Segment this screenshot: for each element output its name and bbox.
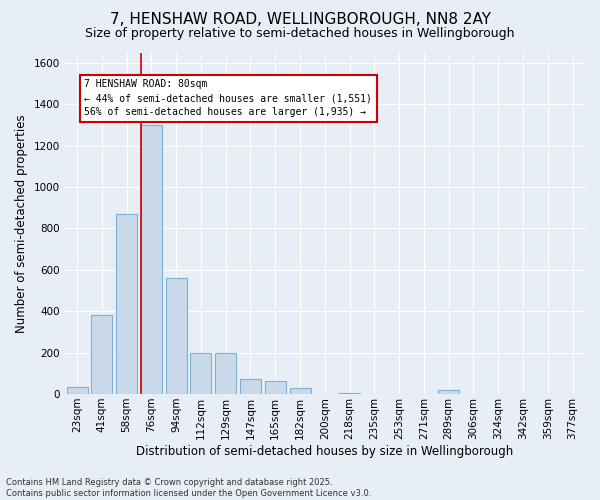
Text: Contains HM Land Registry data © Crown copyright and database right 2025.
Contai: Contains HM Land Registry data © Crown c… (6, 478, 371, 498)
Bar (290, 388, 311, 394)
Bar (166, 278, 187, 394)
X-axis label: Distribution of semi-detached houses by size in Wellingborough: Distribution of semi-detached houses by … (136, 444, 514, 458)
Y-axis label: Number of semi-detached properties: Number of semi-detached properties (15, 114, 28, 332)
Text: Size of property relative to semi-detached houses in Wellingborough: Size of property relative to semi-detach… (85, 28, 515, 40)
Bar (240, 378, 261, 394)
Bar (116, 214, 137, 394)
Bar (67, 387, 88, 394)
Bar (190, 352, 211, 394)
Text: 7, HENSHAW ROAD, WELLINGBOROUGH, NN8 2AY: 7, HENSHAW ROAD, WELLINGBOROUGH, NN8 2AY (110, 12, 491, 26)
Bar (339, 393, 360, 394)
Bar (91, 316, 112, 394)
Bar (141, 125, 162, 394)
Bar (265, 380, 286, 394)
Bar (438, 390, 459, 394)
Bar (215, 352, 236, 394)
Text: 7 HENSHAW ROAD: 80sqm
← 44% of semi-detached houses are smaller (1,551)
56% of s: 7 HENSHAW ROAD: 80sqm ← 44% of semi-deta… (85, 80, 373, 118)
